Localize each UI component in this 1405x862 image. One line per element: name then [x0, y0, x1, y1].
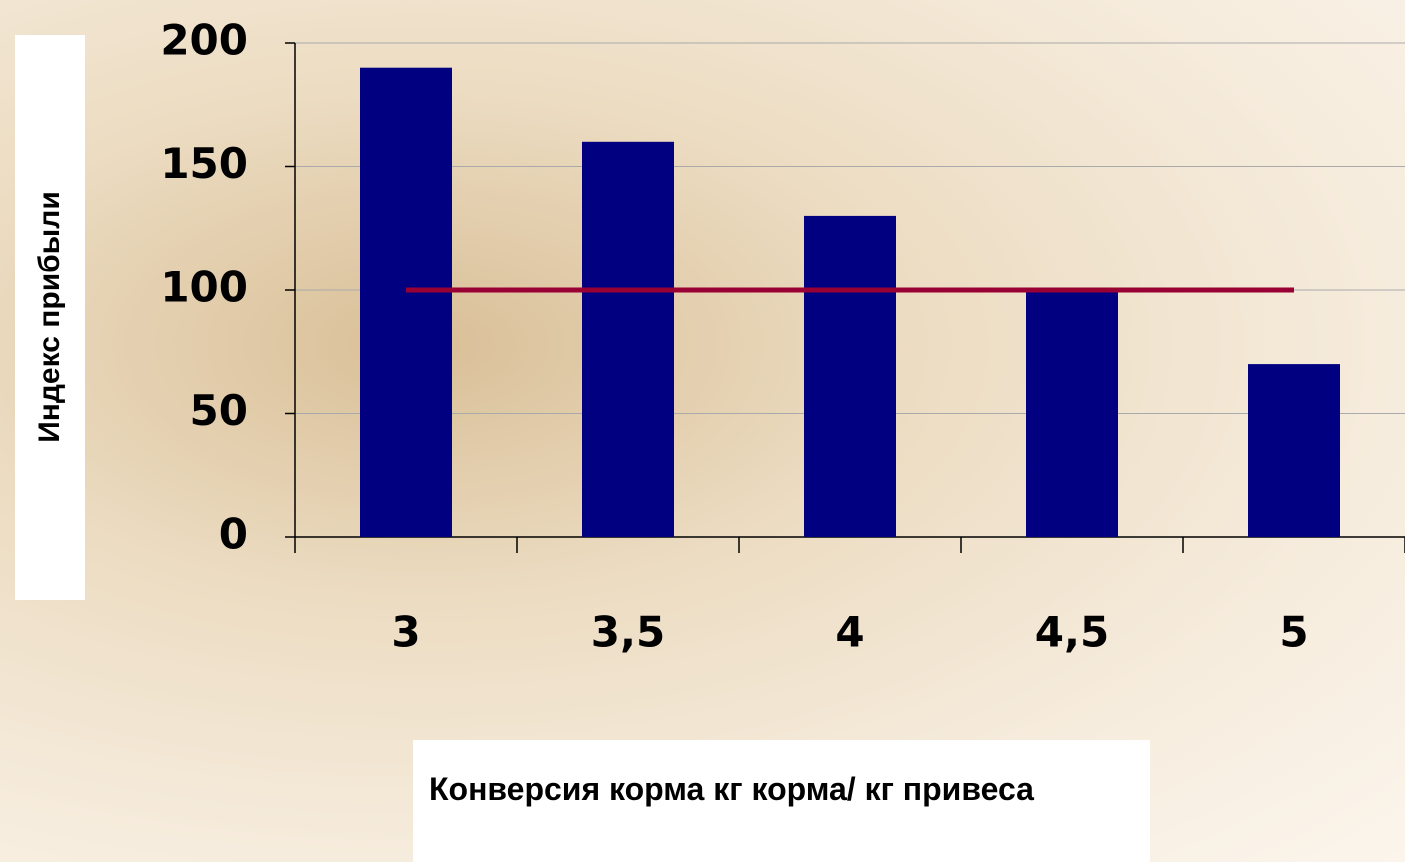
bar: [582, 141, 674, 538]
x-tick-label: 5: [1279, 608, 1308, 657]
y-tick-label: 0: [219, 510, 248, 559]
bar: [360, 67, 452, 537]
y-tick-label: 50: [190, 386, 248, 435]
y-label-box: Индекс прибыли: [15, 35, 85, 600]
y-tick-label: 150: [160, 139, 248, 188]
x-tick-label: 3: [391, 608, 420, 657]
x-tick-label: 4,5: [1035, 608, 1109, 657]
x-tick-label: 3,5: [591, 608, 665, 657]
bar: [1248, 364, 1340, 537]
y-tick-label: 200: [160, 16, 248, 65]
x-axis-label: Конверсия корма кг корма/ кг привеса: [413, 740, 1150, 862]
y-axis-label: Индекс прибыли: [33, 191, 66, 443]
x-tick-label: 4: [835, 608, 864, 657]
y-tick-label: 100: [160, 263, 248, 312]
bar: [804, 215, 896, 537]
bar: [1026, 290, 1118, 537]
